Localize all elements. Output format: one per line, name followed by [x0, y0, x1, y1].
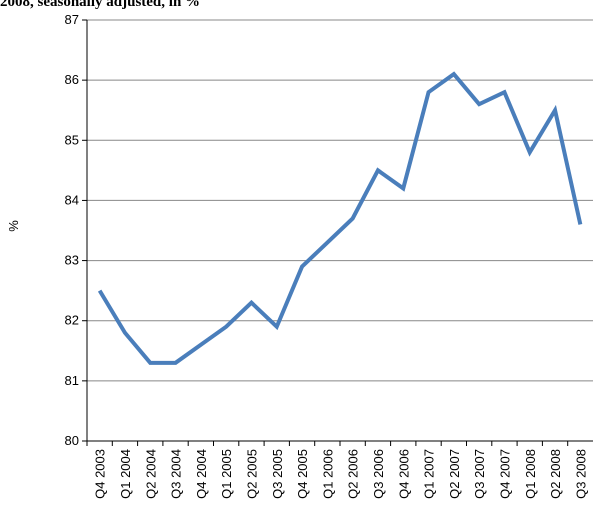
x-tick-label: Q3 2007 [472, 449, 487, 499]
x-tick-label: Q4 2003 [93, 449, 108, 499]
y-tick-label: 87 [65, 12, 79, 27]
x-tick-label: Q4 2004 [194, 449, 209, 499]
y-tick-label: 85 [65, 132, 79, 147]
x-tick-label: Q3 2006 [371, 449, 386, 499]
y-tick-label: 83 [65, 253, 79, 268]
x-tick-label: Q3 2008 [573, 449, 588, 499]
x-tick-label: Q2 2008 [548, 449, 563, 499]
y-tick-label: 80 [65, 433, 79, 448]
x-tick-label: Q1 2004 [118, 449, 133, 499]
x-tick-label: Q1 2005 [219, 449, 234, 499]
y-tick-label: 82 [65, 313, 79, 328]
x-tick-label: Q3 2005 [270, 449, 285, 499]
y-tick-label: 84 [65, 192, 79, 207]
x-tick-label: Q2 2006 [346, 449, 361, 499]
x-tick-label: Q4 2007 [497, 449, 512, 499]
x-tick-label: Q2 2004 [143, 449, 158, 499]
x-tick-label: Q4 2005 [295, 449, 310, 499]
x-tick-label: Q3 2004 [169, 449, 184, 499]
data-line [97, 71, 583, 365]
x-tick-label: Q2 2007 [447, 449, 462, 499]
x-tick-label: Q1 2007 [422, 449, 437, 499]
x-tick-label: Q1 2006 [320, 449, 335, 499]
x-tick-label: Q2 2005 [244, 449, 259, 499]
x-tick-label: Q1 2008 [523, 449, 538, 499]
x-tick-label: Q4 2006 [396, 449, 411, 499]
y-tick-label: 81 [65, 373, 79, 388]
y-axis-label: % [6, 220, 21, 232]
chart-title: 2008, seasonally adjusted, in % [0, 0, 200, 10]
y-tick-label: 86 [65, 72, 79, 87]
